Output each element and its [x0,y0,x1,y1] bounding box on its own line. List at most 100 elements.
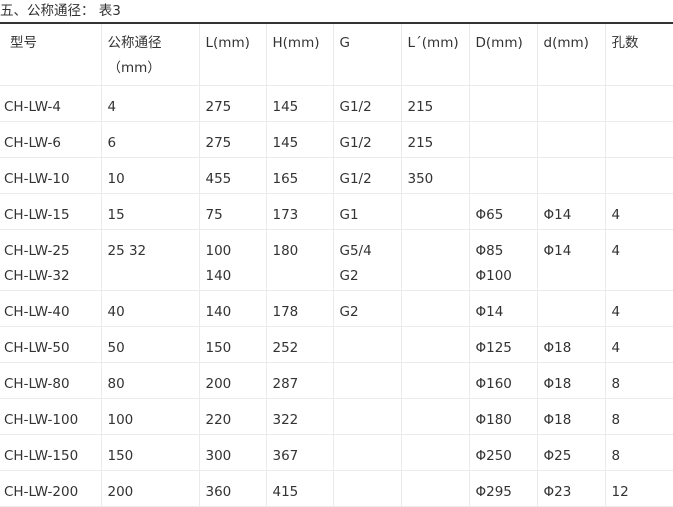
header-label: d(mm) [543,35,589,51]
cell-value: 10 [107,170,125,187]
table-cell: G1/2 [332,156,402,194]
table-cell: 200 [100,469,200,507]
cell-value: 145 [272,98,299,115]
table-cell: Φ18 [536,361,606,399]
header-row: 型号 公称通径 （mm） L(mm) H(mm) G L´(mm) D(mm) d(mm) 孔数 [0,24,673,86]
table-cell [400,397,470,435]
table-cell: G1/2 [332,84,402,122]
cell-value: G1/2 [339,170,372,187]
header-label: D(mm) [475,35,523,51]
table-cell [332,433,402,471]
table-cell [332,469,402,507]
cell-value: CH-LW-200 [4,483,79,500]
table-cell: CH-LW-10 [0,156,102,194]
table-cell [536,120,606,158]
cell-value: Φ14 [475,303,504,320]
cell-value: Φ250 [475,447,512,464]
cell-value: 322 [272,411,299,428]
table-cell: CH-LW-200 [0,469,102,507]
table-row: CH-LW-6 6 275 145 G1/2 215 [0,120,673,158]
cell-value: Φ18 [543,411,572,428]
table-cell: CH-LW-40 [0,289,102,327]
table-cell: G2 [332,289,402,327]
table-cell: 100 140 [198,228,267,291]
cell-value: CH-LW-6 [4,134,61,151]
cell-value: 252 [272,339,299,356]
cell-value: 180 [272,242,299,259]
table-cell: 287 [265,361,334,399]
cell-value: 150 [205,339,232,356]
table-cell: CH-LW-150 [0,433,102,471]
column-header: G [332,24,402,86]
table-cell: Φ14 [536,192,606,230]
table-cell: 4 [604,325,673,363]
cell-value: 150 [107,447,134,464]
table-row: CH-LW-80 80 200 287 Φ160 Φ18 8 [0,361,673,399]
table-row: CH-LW-100 100 220 322 Φ180 Φ18 8 [0,397,673,435]
table-cell: 145 [265,84,334,122]
cell-value: Φ65 [475,206,504,223]
cell-value: G1/2 [339,134,372,151]
cell-value: 200 [107,483,134,500]
table-cell: 10 [100,156,200,194]
table-cell [468,156,538,194]
cell-value: 287 [272,375,299,392]
cell-value: CH-LW-25 [4,242,70,259]
table-cell: 150 [198,325,267,363]
table-cell: 4 [604,192,673,230]
table-cell [400,325,470,363]
table-cell: Φ14 [468,289,538,327]
table-cell: 220 [198,397,267,435]
table-cell: CH-LW-50 [0,325,102,363]
header-label: G [339,35,350,51]
cell-value: 275 [205,98,232,115]
cell-value: CH-LW-32 [4,267,70,284]
table-cell: Φ18 [536,325,606,363]
table-cell: 15 [100,192,200,230]
cell-value: G2 [339,303,359,320]
table-cell: 4 [100,84,200,122]
cell-value: 8 [611,447,621,464]
table-cell: 215 [400,120,470,158]
table-cell: 8 [604,433,673,471]
cell-value: 367 [272,447,299,464]
cell-value: 75 [205,206,223,223]
table-row: CH-LW-150 150 300 367 Φ250 Φ25 8 [0,433,673,471]
cell-value: 173 [272,206,299,223]
header-label: 型号 [10,35,37,51]
cell-value: 165 [272,170,299,187]
table-cell: 322 [265,397,334,435]
cell-value: CH-LW-150 [4,447,79,464]
column-header: L(mm) [198,24,267,86]
cell-value: Φ100 [475,267,512,284]
cell-value: CH-LW-10 [4,170,70,187]
cell-value: G5/4 [339,242,372,259]
cell-value: G1 [339,206,359,223]
table-cell: Φ23 [536,469,606,507]
table-cell [604,120,673,158]
table-cell: 4 [604,228,673,291]
cell-value: Φ25 [543,447,572,464]
cell-value: CH-LW-4 [4,98,61,115]
cell-value: CH-LW-100 [4,411,79,428]
table-cell [604,84,673,122]
table-row: CH-LW-25 CH-LW-32 25 32 100 140 180 G5/4 G2 Φ85 Φ… [0,228,673,291]
header-label: 公称通径 [107,35,162,51]
table-cell: 100 [100,397,200,435]
cell-value: 4 [611,242,621,259]
column-header: L´(mm) [400,24,470,86]
cell-value: Φ160 [475,375,512,392]
cell-value: Φ125 [475,339,512,356]
table-cell: 180 [265,228,334,291]
cell-value: 4 [611,206,621,223]
cell-value: 145 [272,134,299,151]
cell-value: G1/2 [339,98,372,115]
table-cell: Φ125 [468,325,538,363]
table-cell: 50 [100,325,200,363]
cell-value: 8 [611,375,621,392]
table-cell [332,361,402,399]
table-row: CH-LW-50 50 150 252 Φ125 Φ18 4 [0,325,673,363]
cell-value: 40 [107,303,125,320]
table-cell [468,120,538,158]
table-cell: Φ25 [536,433,606,471]
